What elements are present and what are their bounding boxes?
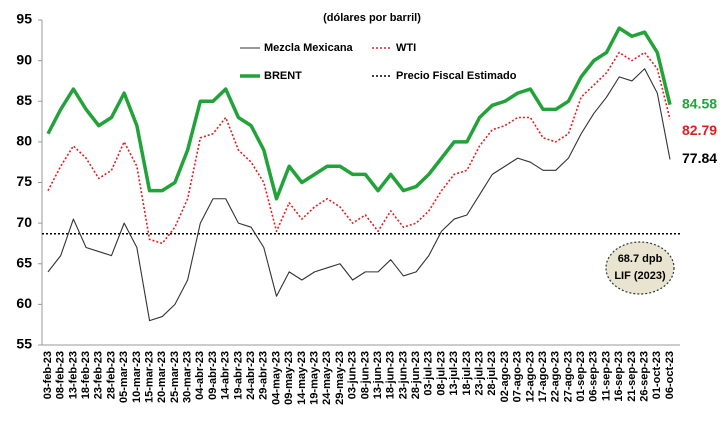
x-tick-label: 26-sep-23 bbox=[639, 351, 651, 402]
x-tick-label: 05-mar-23 bbox=[118, 351, 130, 403]
series-line bbox=[46, 26, 672, 201]
x-tick-label: 14-abr-23 bbox=[220, 351, 232, 400]
x-tick-label: 06-sep-23 bbox=[588, 351, 600, 402]
x-tick-label: 24-may-23 bbox=[321, 351, 333, 405]
y-tick-label: 55 bbox=[16, 336, 32, 352]
x-tick-label: 13-jul-23 bbox=[448, 351, 460, 396]
x-tick-label: 10-mar-23 bbox=[131, 351, 143, 403]
x-tick-label: 19-may-23 bbox=[308, 351, 320, 405]
x-tick-label: 29-abr-23 bbox=[258, 351, 270, 400]
x-tick-label: 29-may-23 bbox=[334, 351, 346, 405]
x-tick-label: 04-abr-23 bbox=[194, 351, 206, 400]
x-tick-label: 02-ago-23 bbox=[499, 351, 511, 402]
x-tick-label: 28-feb-23 bbox=[105, 351, 117, 399]
x-tick-label: 25-mar-23 bbox=[169, 351, 181, 403]
data-label: 77.84 bbox=[682, 150, 717, 166]
x-tick-label: 14-may-23 bbox=[296, 351, 308, 405]
x-tick-label: 12-ago-23 bbox=[524, 351, 536, 402]
y-tick-label: 90 bbox=[16, 51, 32, 67]
x-tick-label: 20-mar-23 bbox=[156, 351, 168, 403]
x-tick-label: 23-feb-23 bbox=[93, 351, 105, 399]
x-tick-label: 01-oct-23 bbox=[651, 351, 663, 399]
x-tick-label: 09-may-23 bbox=[283, 351, 295, 405]
x-tick-label: 06-oct-23 bbox=[664, 351, 676, 399]
series-line bbox=[47, 51, 671, 245]
x-tick-label: 18-feb-23 bbox=[80, 351, 92, 399]
legend-label: WTI bbox=[396, 42, 416, 54]
y-tick-label: 65 bbox=[16, 254, 32, 270]
x-tick-label: 08-jul-23 bbox=[435, 351, 447, 396]
data-label: 84.58 bbox=[682, 95, 717, 111]
y-tick-label: 60 bbox=[16, 295, 32, 311]
x-tick-label: 13-feb-23 bbox=[67, 351, 79, 399]
x-tick-label: 08-jun-23 bbox=[359, 351, 371, 399]
annotation-bubble bbox=[605, 241, 675, 295]
legend-label: BRENT bbox=[264, 70, 302, 82]
x-tick-label: 11-sep-23 bbox=[600, 351, 612, 401]
x-tick-label: 18-jul-23 bbox=[461, 351, 473, 396]
data-label: 82.79 bbox=[682, 122, 717, 138]
x-tick-label: 16-sep-23 bbox=[613, 351, 625, 402]
x-tick-label: 18-jun-23 bbox=[385, 351, 397, 399]
x-tick-label: 09-abr-23 bbox=[207, 351, 219, 400]
x-tick-label: 17-ago-23 bbox=[537, 351, 549, 402]
y-tick-label: 95 bbox=[16, 11, 32, 27]
annotation-text: LIF (2023) bbox=[614, 270, 666, 282]
x-tick-label: 15-mar-23 bbox=[143, 351, 155, 403]
x-tick-label: 03-jun-23 bbox=[347, 351, 359, 399]
y-tick-label: 85 bbox=[16, 92, 32, 108]
series-line bbox=[47, 68, 671, 322]
x-tick-label: 04-may-23 bbox=[270, 351, 282, 405]
x-tick-label: 01-sep-23 bbox=[575, 351, 587, 402]
chart-title: (dólares por barril) bbox=[323, 12, 421, 24]
x-tick-label: 24-abr-23 bbox=[245, 351, 257, 400]
x-tick-label: 07-ago-23 bbox=[512, 351, 524, 402]
x-tick-label: 23-jun-23 bbox=[397, 351, 409, 399]
x-tick-label: 28-jul-23 bbox=[486, 351, 498, 396]
x-tick-label: 19-abr-23 bbox=[232, 351, 244, 400]
x-tick-label: 23-jul-23 bbox=[473, 351, 485, 396]
legend-label: Precio Fiscal Estimado bbox=[396, 70, 517, 82]
y-tick-label: 75 bbox=[16, 173, 32, 189]
x-tick-label: 22-ago-23 bbox=[550, 351, 562, 402]
y-tick-label: 80 bbox=[16, 133, 32, 149]
y-tick-label: 70 bbox=[16, 214, 32, 230]
x-tick-label: 03-feb-23 bbox=[42, 351, 54, 399]
x-tick-label: 30-mar-23 bbox=[182, 351, 194, 403]
x-tick-label: 08-feb-23 bbox=[55, 351, 67, 399]
x-tick-label: 28-jun-23 bbox=[410, 351, 422, 399]
x-tick-label: 03-jul-23 bbox=[423, 351, 435, 396]
x-tick-label: 13-jun-23 bbox=[372, 351, 384, 399]
annotation-text: 68.7 dpb bbox=[618, 253, 663, 265]
x-tick-label: 27-ago-23 bbox=[562, 351, 574, 402]
x-tick-label: 21-sep-23 bbox=[626, 351, 638, 402]
legend-label: Mezcla Mexicana bbox=[264, 42, 354, 54]
